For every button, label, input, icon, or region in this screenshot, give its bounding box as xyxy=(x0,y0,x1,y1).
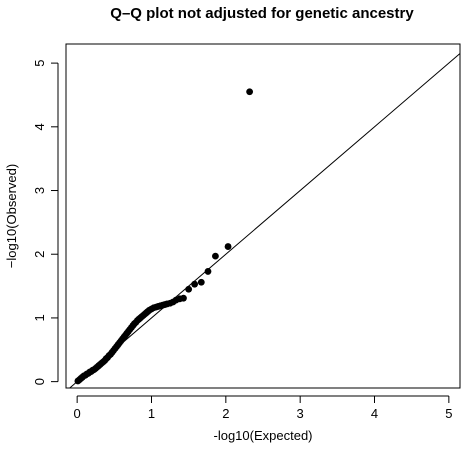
y-tick-label: 3 xyxy=(32,187,47,194)
data-point xyxy=(212,252,219,260)
x-tick-label: 4 xyxy=(371,406,378,421)
data-point xyxy=(180,294,187,302)
x-tick-label: 5 xyxy=(445,406,452,421)
y-tick-label: 1 xyxy=(32,314,47,321)
data-point xyxy=(246,88,254,96)
x-tick-label: 2 xyxy=(222,406,229,421)
x-tick-label: 3 xyxy=(297,406,304,421)
x-tick-label: 0 xyxy=(74,406,81,421)
plot-box xyxy=(65,43,461,389)
y-axis-label: −log10(Observed) xyxy=(4,164,19,268)
data-points xyxy=(74,88,254,385)
x-axis: 0 1 2 3 4 5 xyxy=(74,395,452,421)
data-point xyxy=(204,268,212,275)
y-tick-label: 2 xyxy=(32,251,47,258)
data-point xyxy=(185,285,193,293)
data-point xyxy=(197,278,205,286)
y-axis: 0 1 2 3 4 5 xyxy=(32,59,59,385)
chart-title: Q–Q plot not adjusted for genetic ancest… xyxy=(110,5,414,22)
y-tick-label: 0 xyxy=(32,378,47,385)
y-tick-label: 4 xyxy=(32,123,47,130)
reference-line xyxy=(69,53,461,389)
data-point xyxy=(191,280,199,288)
data-point xyxy=(224,243,232,250)
x-axis-label: -log10(Expected) xyxy=(214,428,313,443)
x-tick-label: 1 xyxy=(148,406,155,421)
y-tick-label: 5 xyxy=(32,59,47,66)
